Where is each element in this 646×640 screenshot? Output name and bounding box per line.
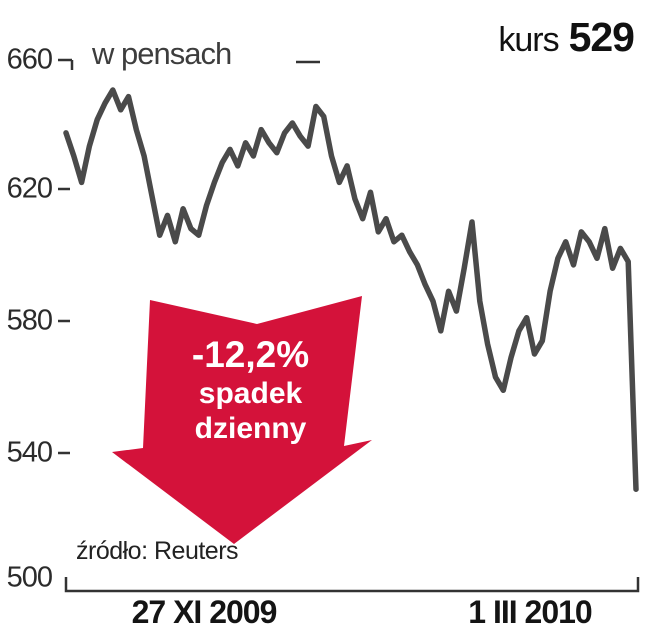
- crash-arrow: [112, 296, 372, 544]
- y-axis-tick-label: 620: [6, 172, 53, 205]
- y-axis-tick-label: 540: [6, 436, 53, 469]
- x-axis-tick-label: 1 III 2010: [468, 594, 592, 630]
- source-label: źródło: Reuters: [76, 537, 239, 565]
- chart-title: w pensach: [92, 36, 232, 71]
- y-axis-tick-label: 660: [6, 43, 53, 76]
- axis-lines: [58, 58, 640, 593]
- y-axis-tick-label: 580: [6, 304, 53, 337]
- x-axis-tick-label: 27 XI 2009: [131, 594, 278, 630]
- y-axis-tick-label: 500: [6, 561, 53, 594]
- price-line: [63, 87, 639, 493]
- quote-label: kurs: [498, 21, 559, 59]
- quote-value: 529: [568, 14, 635, 60]
- quote-readout: kurs 529: [498, 14, 635, 61]
